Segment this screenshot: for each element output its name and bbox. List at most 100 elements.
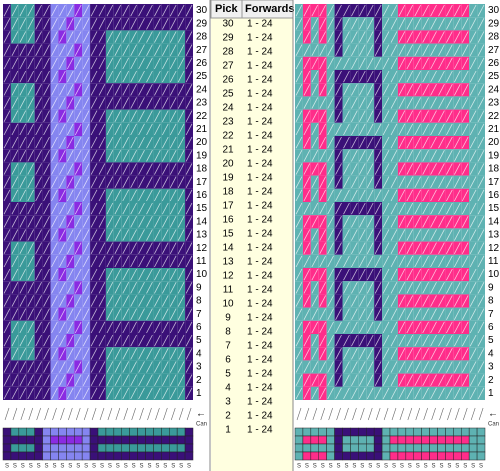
thread-twist	[398, 229, 406, 241]
thread-twist	[35, 348, 42, 360]
threading-label: S	[321, 464, 325, 470]
thread-twist	[19, 321, 27, 334]
thread-twist	[327, 242, 334, 254]
thread-twist	[327, 4, 334, 17]
threading-cell	[318, 451, 327, 461]
thread-twist	[90, 97, 98, 109]
thread-twist	[106, 97, 114, 109]
thread-twist	[161, 176, 169, 188]
thread-twist	[477, 202, 485, 215]
threading-cell	[169, 427, 178, 437]
thread-twist	[430, 348, 437, 360]
thread-twist	[3, 123, 11, 136]
thread-twist	[185, 163, 193, 175]
thread-twist	[358, 295, 366, 307]
thread-twist	[66, 18, 74, 30]
thread-twist	[74, 18, 82, 30]
thread-twist	[335, 110, 342, 122]
thread-twist	[3, 97, 11, 109]
thread-twist	[51, 136, 58, 149]
thread-twist	[138, 163, 145, 175]
thread-twist	[422, 361, 429, 373]
column-tick	[415, 407, 421, 421]
threading-cell	[145, 451, 154, 461]
thread-twist	[430, 84, 437, 96]
thread-twist	[398, 321, 406, 334]
thread-twist	[335, 18, 342, 30]
thread-twist	[390, 216, 398, 228]
thread-twist	[154, 123, 161, 136]
threading-cell	[302, 435, 312, 445]
threading-cell	[161, 435, 170, 445]
pick-number: 17	[222, 201, 234, 212]
thread-twist	[351, 321, 358, 334]
threading-cell	[18, 435, 28, 445]
thread-twist	[35, 387, 42, 400]
thread-twist	[343, 321, 350, 334]
thread-twist	[477, 4, 485, 17]
pick-range: 1 - 24	[247, 313, 273, 324]
thread-twist	[351, 202, 358, 215]
threading-label: S	[368, 464, 372, 470]
thread-twist	[114, 123, 122, 136]
thread-twist	[414, 136, 422, 149]
thread-twist	[335, 387, 342, 400]
thread-twist	[430, 163, 437, 175]
thread-twist	[11, 123, 19, 136]
thread-twist	[3, 163, 11, 175]
thread-twist	[366, 321, 374, 334]
threading-cell	[26, 443, 35, 453]
thread-twist	[146, 163, 153, 175]
thread-twist	[51, 308, 58, 320]
thread-twist	[358, 216, 366, 228]
thread-twist	[406, 97, 414, 109]
thread-twist	[303, 18, 311, 30]
threading-cell	[121, 435, 130, 445]
thread-twist	[374, 18, 382, 30]
thread-twist	[351, 216, 358, 228]
thread-twist	[406, 84, 414, 96]
thread-twist	[66, 308, 74, 320]
threading-cell	[74, 443, 83, 453]
row-number: 30	[196, 5, 208, 16]
thread-twist	[453, 361, 461, 373]
thread-twist	[161, 308, 169, 320]
thread-twist	[177, 70, 185, 83]
thread-twist	[319, 4, 327, 17]
thread-twist	[295, 123, 303, 136]
thread-twist	[146, 123, 153, 136]
thread-twist	[177, 242, 185, 254]
thread-twist	[398, 84, 406, 96]
thread-twist	[311, 387, 319, 400]
thread-twist	[51, 229, 58, 241]
thread-twist	[59, 18, 66, 30]
thread-twist	[438, 70, 445, 83]
thread-twist	[374, 4, 382, 17]
thread-twist	[130, 268, 137, 281]
thread-twist	[185, 18, 193, 30]
thread-twist	[327, 229, 334, 241]
thread-twist	[390, 176, 398, 188]
threading-label: S	[13, 464, 17, 470]
thread-twist	[106, 110, 114, 122]
threading-cell	[66, 435, 75, 445]
thread-twist	[138, 295, 145, 307]
thread-twist	[169, 97, 177, 109]
thread-twist	[295, 295, 303, 307]
thread-twist	[98, 229, 106, 241]
thread-twist	[35, 282, 42, 294]
thread-twist	[35, 4, 42, 17]
thread-twist	[35, 321, 42, 334]
thread-twist	[169, 321, 177, 334]
thread-twist	[82, 308, 90, 320]
thread-twist	[43, 176, 50, 188]
thread-twist	[74, 189, 82, 202]
thread-twist	[295, 70, 303, 83]
threading-cell	[34, 427, 43, 437]
thread-twist	[161, 282, 169, 294]
threading-cell	[89, 427, 99, 437]
thread-twist	[169, 268, 177, 281]
thread-twist	[327, 268, 334, 281]
thread-twist	[130, 189, 137, 202]
thread-twist	[477, 229, 485, 241]
